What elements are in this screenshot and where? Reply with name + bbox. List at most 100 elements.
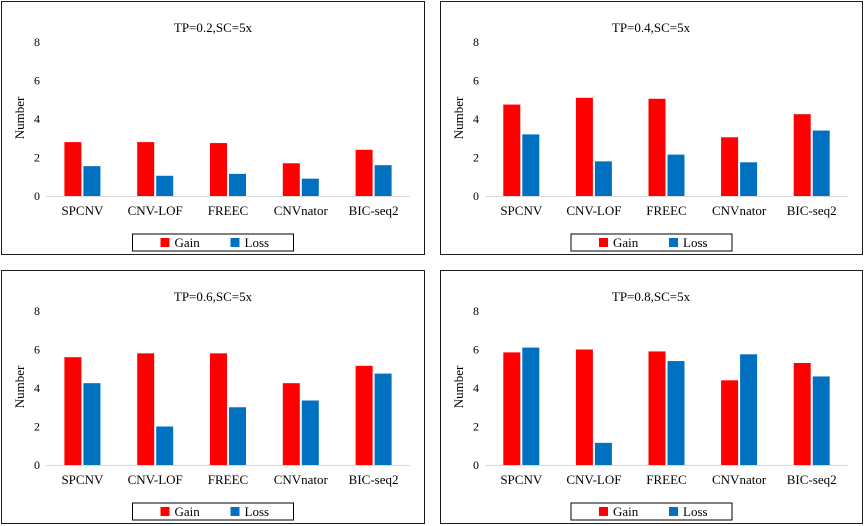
y-tick-label: 2 <box>473 420 479 434</box>
y-tick-label: 8 <box>473 35 479 49</box>
y-tick-label: 0 <box>34 189 40 203</box>
gain-bar-cnv-lof <box>575 349 593 465</box>
y-tick-label: 4 <box>34 112 40 126</box>
x-tick-label: SPCNV <box>500 472 543 487</box>
y-tick-label: 8 <box>473 304 479 318</box>
loss-bar-freec <box>667 361 685 465</box>
loss-legend-label: Loss <box>245 504 270 519</box>
loss-bar-spcnv <box>522 134 540 196</box>
x-tick-label: CNVnator <box>712 203 767 218</box>
x-tick-label: FREEC <box>646 203 686 218</box>
x-tick-label: SPCNV <box>500 203 543 218</box>
y-tick-label: 8 <box>34 35 40 49</box>
x-tick-label: FREEC <box>646 472 686 487</box>
x-tick-label: SPCNV <box>61 472 104 487</box>
chart-svg: TP=0.6,SC=5x Number 0 2 4 6 8 SPCNV CNV-LOF FRE… <box>12 289 410 521</box>
x-tick-label: BIC-seq2 <box>349 472 399 487</box>
loss-legend-swatch <box>230 238 240 247</box>
gain-bar-spcnv <box>503 104 521 196</box>
x-tick-label: CNVnator <box>274 472 329 487</box>
loss-bar-spcnv <box>83 166 101 196</box>
legend-box <box>132 502 294 521</box>
gain-bar-cnvnator <box>282 163 300 196</box>
x-tick-label: CNV-LOF <box>128 472 183 487</box>
loss-bar-cnvnator <box>301 400 319 465</box>
y-tick-label: 0 <box>34 458 40 472</box>
y-axis-label: Number <box>451 365 466 408</box>
y-axis-label: Number <box>12 365 27 408</box>
gain-bar-cnvnator <box>721 380 739 465</box>
chart-svg: TP=0.2,SC=5x Number 0 2 4 6 8 SPCNV CNV-LOF FRE… <box>12 20 410 252</box>
gain-bar-bic-seq2 <box>793 362 811 465</box>
y-tick-label: 4 <box>473 381 479 395</box>
y-axis-label: Number <box>12 96 27 139</box>
y-tick-label: 6 <box>34 343 40 357</box>
y-tick-label: 0 <box>473 189 479 203</box>
loss-bar-cnvnator <box>301 178 319 196</box>
x-tick-label: SPCNV <box>61 203 104 218</box>
gain-bar-freec <box>648 351 666 465</box>
x-tick-label: CNVnator <box>274 203 329 218</box>
y-tick-label: 4 <box>34 381 40 395</box>
x-tick-label: BIC-seq2 <box>787 472 837 487</box>
loss-bar-bic-seq2 <box>812 130 830 196</box>
gain-bar-cnv-lof <box>137 142 155 196</box>
loss-legend-label: Loss <box>683 504 708 519</box>
chart-panel-tp04: TP=0.4,SC=5x Number 0 2 4 6 8 SPCNV CNV-LOF FRE… <box>440 1 863 255</box>
legend-box <box>132 233 294 252</box>
x-tick-label: CNV-LOF <box>566 203 621 218</box>
gain-bar-bic-seq2 <box>793 114 811 196</box>
gain-bar-cnv-lof <box>575 97 593 196</box>
gain-bar-bic-seq2 <box>355 365 373 465</box>
y-tick-label: 6 <box>473 343 479 357</box>
y-tick-label: 4 <box>473 112 479 126</box>
gain-legend-swatch <box>599 238 608 247</box>
gain-legend-swatch <box>160 238 170 247</box>
x-tick-label: BIC-seq2 <box>349 203 399 218</box>
y-tick-label: 0 <box>473 458 479 472</box>
loss-legend-swatch <box>230 507 240 516</box>
chart-title: TP=0.6,SC=5x <box>174 289 253 304</box>
loss-bar-cnv-lof <box>594 442 612 465</box>
loss-bar-cnvnator <box>740 354 758 465</box>
chart-svg: TP=0.4,SC=5x Number 0 2 4 6 8 SPCNV CNV-LOF FRE… <box>451 20 848 252</box>
loss-bar-spcnv <box>522 347 540 465</box>
chart-svg: TP=0.8,SC=5x Number 0 2 4 6 8 SPCNV CNV-LOF FRE… <box>451 289 848 521</box>
loss-legend-label: Loss <box>245 235 270 250</box>
loss-bar-spcnv <box>83 383 101 465</box>
chart-title: TP=0.8,SC=5x <box>612 289 691 304</box>
gain-legend-label: Gain <box>613 504 639 519</box>
x-tick-label: CNVnator <box>712 472 767 487</box>
loss-bar-freec <box>229 407 246 465</box>
loss-bar-cnv-lof <box>156 175 174 196</box>
loss-bar-cnvnator <box>740 162 758 196</box>
gain-legend-label: Gain <box>175 235 201 250</box>
x-tick-label: BIC-seq2 <box>787 203 837 218</box>
gain-legend-swatch <box>599 507 608 516</box>
gain-bar-cnv-lof <box>137 353 155 465</box>
x-tick-label: CNV-LOF <box>566 472 621 487</box>
loss-bar-freec <box>667 154 685 196</box>
gain-bar-spcnv <box>503 352 521 465</box>
legend-box <box>570 502 733 521</box>
gain-legend-label: Gain <box>175 504 201 519</box>
gain-legend-swatch <box>160 507 170 516</box>
chart-panel-tp06: TP=0.6,SC=5x Number 0 2 4 6 8 SPCNV CNV-LOF FRE… <box>1 270 425 524</box>
y-tick-label: 2 <box>34 420 40 434</box>
gain-bar-cnvnator <box>721 137 739 196</box>
y-tick-label: 6 <box>34 74 40 88</box>
loss-bar-bic-seq2 <box>374 165 392 196</box>
y-tick-label: 2 <box>34 151 40 165</box>
gain-bar-freec <box>648 98 666 196</box>
y-tick-label: 2 <box>473 151 479 165</box>
loss-bar-cnv-lof <box>594 161 612 196</box>
y-tick-label: 8 <box>34 304 40 318</box>
gain-bar-spcnv <box>64 142 82 196</box>
chart-title: TP=0.4,SC=5x <box>612 20 691 35</box>
chart-title: TP=0.2,SC=5x <box>174 20 253 35</box>
chart-panel-tp08: TP=0.8,SC=5x Number 0 2 4 6 8 SPCNV CNV-LOF FRE… <box>440 270 863 524</box>
x-tick-label: FREEC <box>208 203 248 218</box>
gain-bar-freec <box>210 143 227 196</box>
loss-bar-bic-seq2 <box>812 376 830 465</box>
legend-box <box>570 233 733 252</box>
